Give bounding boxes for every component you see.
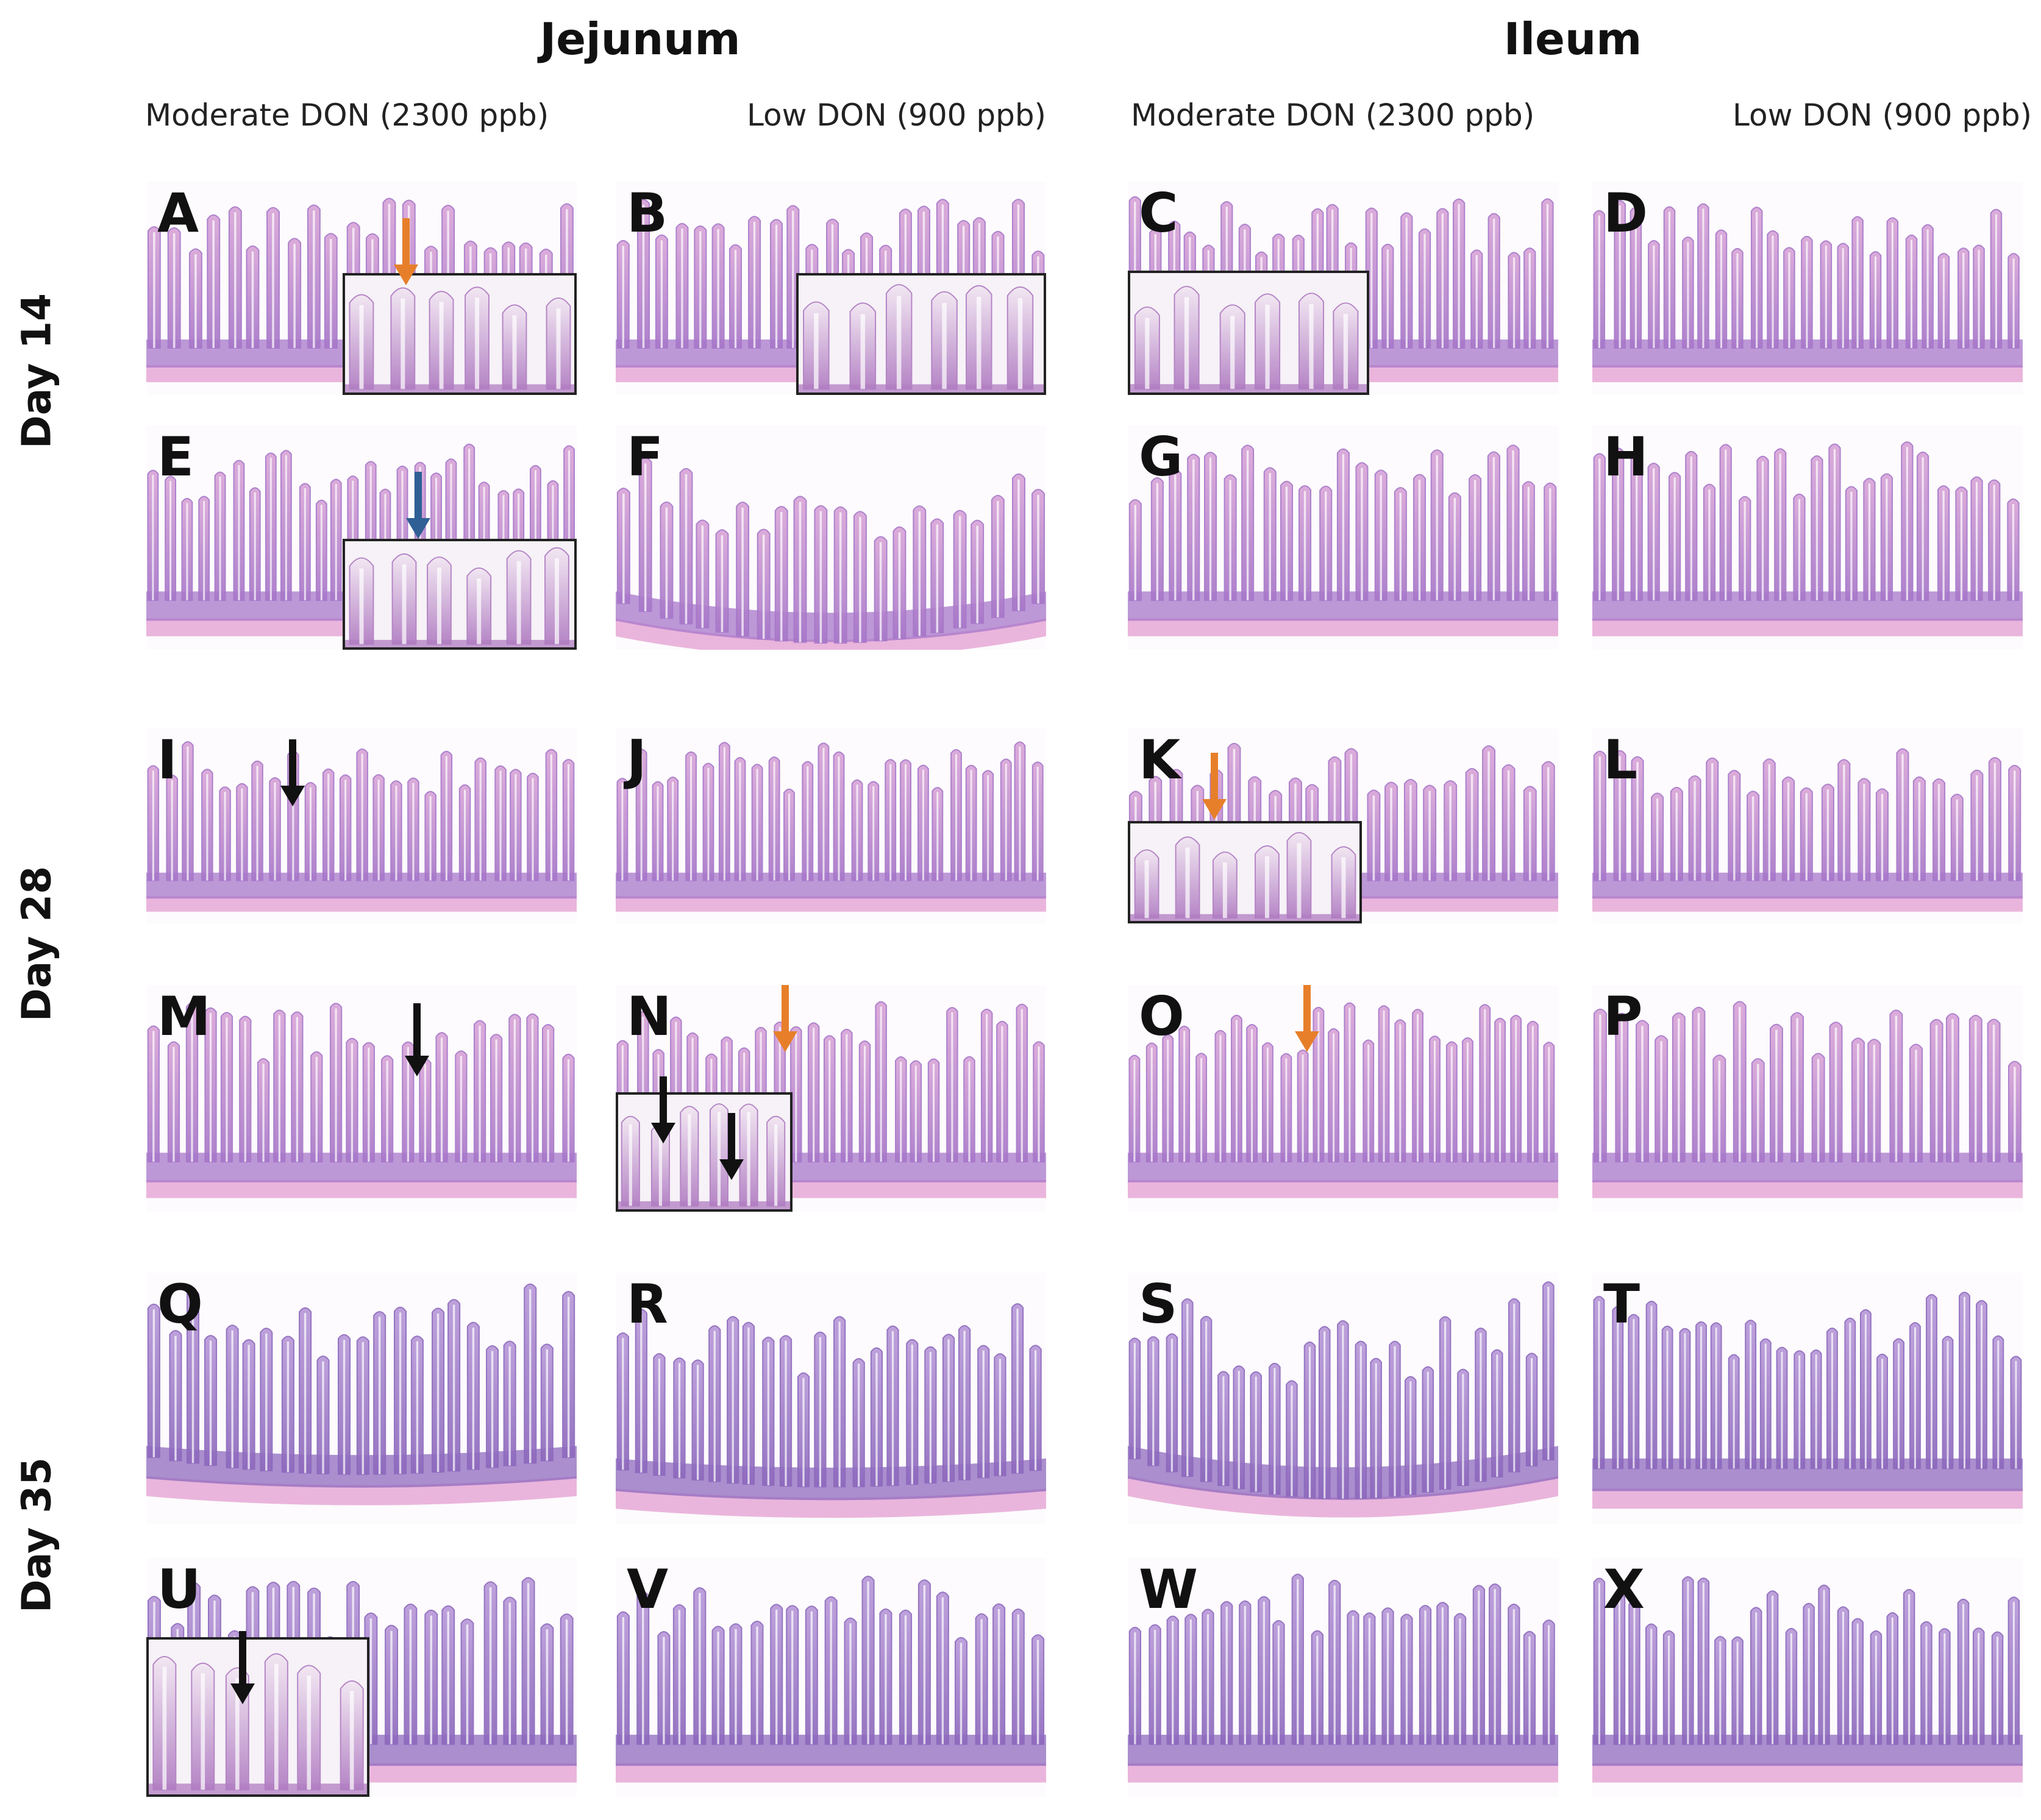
panel-letter: K (1139, 728, 1181, 791)
lesion-arrow-icon (773, 985, 797, 1052)
panel-letter: T (1603, 1273, 1640, 1335)
magnified-inset (146, 1637, 369, 1797)
panel-letter: V (627, 1558, 669, 1621)
lesion-arrow-icon (1202, 753, 1227, 820)
panel-letter: B (627, 182, 668, 244)
lesion-arrow-icon (651, 1076, 675, 1143)
magnified-inset (343, 273, 577, 395)
micrograph-panel-e: E (146, 425, 577, 650)
micrograph-panel-q: Q (146, 1273, 577, 1524)
section-title-ileum: Ileum (1503, 13, 1642, 65)
panel-letter: R (627, 1273, 668, 1335)
panel-letter: O (1139, 985, 1184, 1048)
micrograph-panel-p: P (1592, 985, 2023, 1212)
micrograph-panel-u: U (146, 1558, 577, 1797)
micrograph-panel-b: B (616, 182, 1046, 395)
micrograph-panel-s: S (1128, 1273, 1558, 1524)
lesion-arrow-icon (405, 1003, 429, 1076)
section-title-jejunum: Jejunum (540, 13, 741, 65)
micrograph-panel-x: X (1592, 1558, 2023, 1797)
micrograph-panel-t: T (1592, 1273, 2023, 1524)
micrograph-panel-o: O (1128, 985, 1558, 1212)
micrograph-panel-d: D (1592, 182, 2023, 395)
panel-letter: C (1139, 182, 1178, 244)
magnified-inset (1128, 271, 1369, 395)
treatment-label-ileum-moderate: Moderate DON (2300 ppb) (1131, 98, 1535, 133)
micrograph-panel-w: W (1128, 1558, 1558, 1797)
lesion-arrow-icon (406, 472, 430, 539)
magnified-inset (343, 539, 577, 650)
panel-letter: E (157, 425, 194, 488)
lesion-arrow-icon (1295, 985, 1319, 1052)
micrograph-panel-m: M (146, 985, 577, 1212)
micrograph-panel-h: H (1592, 425, 2023, 650)
day-label-28: Day 28 (13, 866, 60, 1022)
lesion-arrow-icon (394, 218, 418, 285)
panel-letter: P (1603, 985, 1643, 1048)
panel-letter: D (1603, 182, 1648, 244)
panel-letter: U (157, 1558, 201, 1621)
treatment-label-jejunum-low: Low DON (900 ppb) (747, 98, 1047, 133)
panel-letter: F (627, 425, 664, 488)
magnified-inset (796, 273, 1046, 395)
day-label-14: Day 14 (13, 293, 60, 449)
lesion-arrow-icon (230, 1631, 255, 1704)
magnified-inset (616, 1092, 793, 1212)
panel-letter: I (157, 728, 177, 791)
panel-letter: N (627, 985, 672, 1048)
panel-letter: W (1139, 1558, 1199, 1621)
panel-letter: L (1603, 728, 1638, 791)
micrograph-panel-c: C (1128, 182, 1558, 395)
micrograph-panel-r: R (616, 1273, 1046, 1524)
lesion-arrow-icon (719, 1113, 744, 1180)
micrograph-panel-l: L (1592, 728, 2023, 923)
panel-letter: G (1139, 425, 1183, 488)
micrograph-panel-g: G (1128, 425, 1558, 650)
treatment-label-jejunum-moderate: Moderate DON (2300 ppb) (145, 98, 549, 133)
day-label-35: Day 35 (13, 1457, 60, 1613)
micrograph-panel-v: V (616, 1558, 1046, 1797)
micrograph-panel-j: J (616, 728, 1046, 923)
panel-letter: J (627, 728, 647, 791)
micrograph-panel-f: F (616, 425, 1046, 650)
panel-letter: Q (157, 1273, 203, 1335)
micrograph-panel-k: K (1128, 728, 1558, 923)
panel-letter: M (157, 985, 211, 1048)
treatment-label-ileum-low: Low DON (900 ppb) (1733, 98, 2032, 133)
panel-letter: X (1603, 1558, 1645, 1621)
magnified-inset (1128, 821, 1362, 923)
lesion-arrow-icon (280, 739, 305, 806)
micrograph-panel-n: N (616, 985, 1046, 1212)
panel-letter: A (157, 182, 199, 244)
panel-letter: S (1139, 1273, 1178, 1335)
panel-letter: H (1603, 425, 1648, 488)
micrograph-panel-i: I (146, 728, 577, 923)
micrograph-panel-a: A (146, 182, 577, 395)
